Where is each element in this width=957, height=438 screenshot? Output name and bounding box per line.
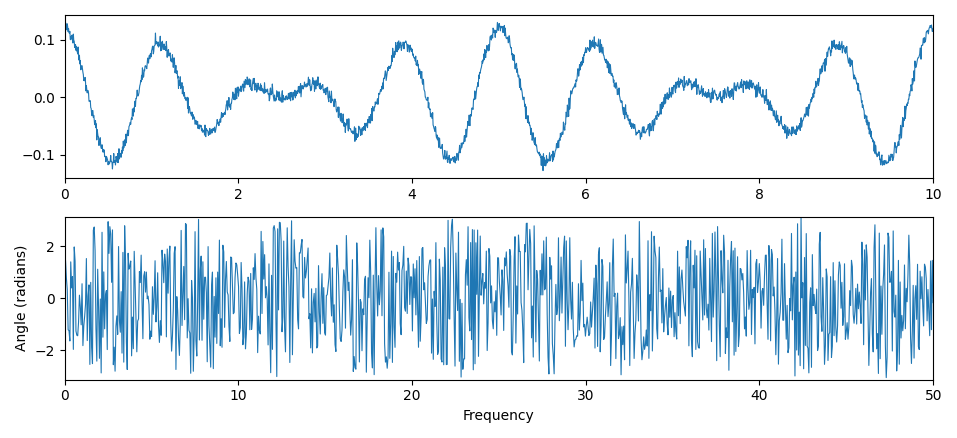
X-axis label: Frequency: Frequency [463, 409, 535, 423]
Y-axis label: Angle (radians): Angle (radians) [15, 245, 29, 351]
